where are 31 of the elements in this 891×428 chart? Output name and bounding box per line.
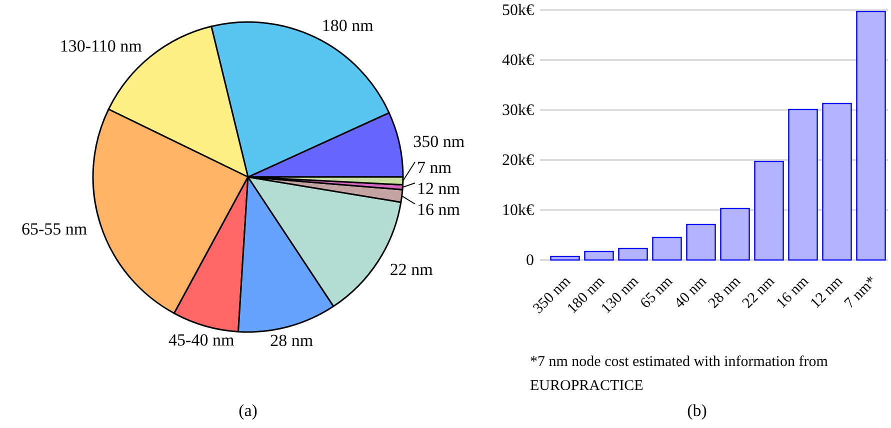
text: (b) [687, 401, 707, 420]
slice-label: 350 nm [413, 132, 465, 152]
y-tick-label: 20k€ [502, 152, 534, 170]
y-tick-label: 30k€ [502, 102, 534, 120]
bar [822, 102, 852, 261]
slice-label: 65-55 nm [21, 220, 88, 239]
y-tick-label: 10k€ [502, 202, 534, 220]
bar [686, 224, 716, 261]
slice-label: 180 nm [322, 16, 374, 35]
slice-label: 28 nm [270, 331, 314, 350]
bar [550, 256, 580, 261]
slice-label: 12 nm [417, 178, 460, 198]
bar [584, 250, 614, 261]
y-tick-label: 50k€ [502, 2, 534, 20]
x-tick-label: 65 nm [638, 273, 676, 312]
text: (a) [238, 401, 258, 420]
slice-label: 22 nm [390, 260, 433, 279]
slice-label: 16 nm [417, 200, 460, 219]
slice-label: 130-110 nm [60, 36, 142, 56]
bar [652, 236, 682, 261]
x-tick-label: 7 nm* [842, 274, 880, 312]
bar [856, 10, 886, 261]
bar [720, 208, 750, 261]
y-tick-label: 0 [526, 252, 534, 270]
y-tick-label: 40k€ [502, 52, 534, 70]
text: *7 nm node cost estimated with information from EUROPRACTICE [530, 354, 828, 394]
bar [618, 248, 648, 261]
slice-label: 45-40 nm [168, 330, 234, 350]
bar [754, 160, 784, 261]
bar [788, 108, 818, 261]
slice-label: 7 nm [417, 158, 452, 177]
